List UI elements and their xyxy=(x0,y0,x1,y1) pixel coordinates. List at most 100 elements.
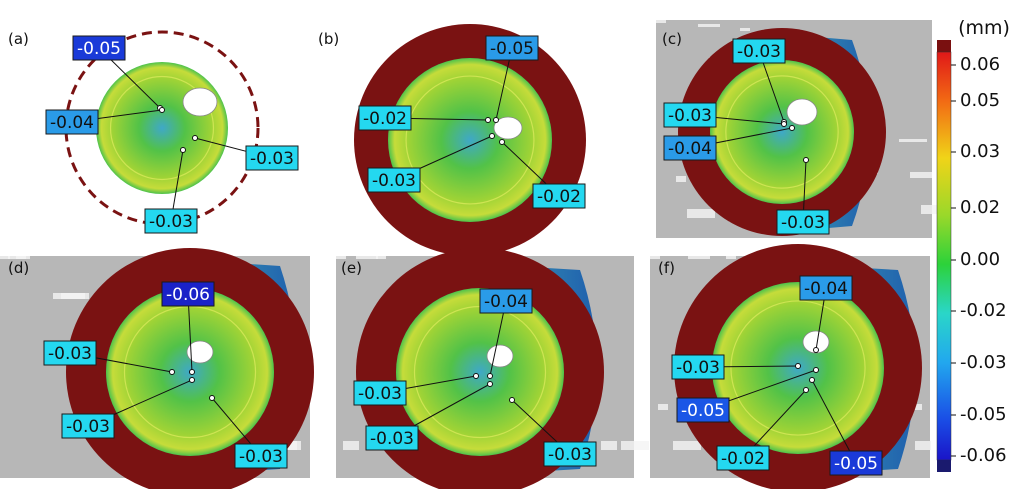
measurement-callout: -0.03 xyxy=(776,157,830,235)
scan-noise xyxy=(688,256,710,259)
measurement-point xyxy=(159,107,165,113)
callout-box xyxy=(72,35,126,61)
callout-value: -0.03 xyxy=(668,106,712,126)
scan-noise xyxy=(676,176,686,182)
measurement-callout: -0.02 xyxy=(358,105,491,131)
callout-value: -0.02 xyxy=(363,109,407,129)
callout-box xyxy=(234,443,288,469)
callout-box xyxy=(485,35,539,61)
panel-label: (c) xyxy=(662,30,682,48)
measurement-point xyxy=(789,125,795,131)
deviation-face xyxy=(96,62,228,194)
leader-line xyxy=(187,293,193,373)
callout-box xyxy=(61,413,115,439)
callout-box xyxy=(732,38,786,64)
callout-value: -0.03 xyxy=(676,358,720,378)
callout-box xyxy=(358,105,412,131)
measurement-point xyxy=(509,397,515,403)
colorbar-tick-label: 0.03 xyxy=(960,141,1000,162)
deviation-face xyxy=(396,288,564,456)
colorbar-tick-label: 0.00 xyxy=(960,249,1000,270)
colorbar-tick-label: 0.06 xyxy=(960,54,1000,75)
inner-ring-line xyxy=(730,300,866,436)
callout-value: -0.02 xyxy=(537,187,581,207)
callout-box xyxy=(365,425,419,451)
callout-value: -0.03 xyxy=(149,212,193,232)
measurement-point xyxy=(192,135,198,141)
callout-box xyxy=(543,441,597,467)
callout-value: -0.02 xyxy=(721,449,765,469)
measurement-callout: -0.05 xyxy=(676,367,819,423)
panel-a: (a) -0.05 -0.04 -0.03 -0.03 xyxy=(8,30,299,234)
colorbar-tick-label: -0.06 xyxy=(960,445,1007,466)
panel-b: (b) -0.05 -0.02 -0.03 -0.02 xyxy=(318,24,586,256)
scan-noise xyxy=(650,256,660,259)
colorbar-tick-label: 0.02 xyxy=(960,197,1000,218)
callout-box xyxy=(671,354,725,380)
measurement-point xyxy=(803,157,809,163)
scan-noise xyxy=(658,404,668,410)
scan-noise xyxy=(726,256,736,259)
callout-box xyxy=(43,340,97,366)
callout-box xyxy=(799,275,853,301)
callout-value: -0.03 xyxy=(781,213,825,233)
scan-noise xyxy=(740,28,750,31)
callout-value: -0.03 xyxy=(358,384,402,404)
deviation-face xyxy=(388,58,552,222)
callout-box xyxy=(367,167,421,193)
callout-value: -0.05 xyxy=(834,454,878,474)
bore-hole xyxy=(786,98,818,126)
callout-value: -0.04 xyxy=(50,113,94,133)
callout-value: -0.03 xyxy=(370,429,414,449)
callout-value: -0.03 xyxy=(66,417,110,437)
scan-noise xyxy=(0,256,10,259)
measurement-callout: -0.06 xyxy=(161,281,215,375)
measurement-point xyxy=(489,133,495,139)
panel-c: (c) -0.03 -0.03 -0.04 -0.03 xyxy=(656,20,937,238)
bore-hole xyxy=(182,87,218,117)
scan-noise xyxy=(899,139,927,142)
panel-label: (a) xyxy=(8,30,29,48)
measurement-callout: -0.03 xyxy=(671,354,801,380)
measurement-callout: -0.02 xyxy=(499,139,586,209)
callout-value: -0.03 xyxy=(372,171,416,191)
measurement-point xyxy=(499,139,505,145)
measurement-callout: -0.04 xyxy=(663,125,795,161)
colorbar-tick-label: -0.05 xyxy=(960,404,1007,425)
measurement-point xyxy=(487,373,493,379)
callout-value: -0.03 xyxy=(48,344,92,364)
colorbar-over-swatch xyxy=(937,40,951,52)
panel-label: (b) xyxy=(318,30,339,48)
callout-box xyxy=(676,397,730,423)
scan-noise xyxy=(16,256,26,259)
panel-f: (f) -0.04 -0.03 -0.05 -0.02 -0.05 xyxy=(650,244,931,489)
scan-noise xyxy=(698,24,720,27)
bore-hole xyxy=(493,116,523,140)
measurement-callout: -0.03 xyxy=(367,133,495,193)
colorbar-unit-label: (mm) xyxy=(958,17,1010,39)
measurement-callout: -0.04 xyxy=(479,288,533,379)
scan-noise xyxy=(601,441,617,450)
measurement-point xyxy=(485,117,491,123)
measurement-point xyxy=(813,367,819,373)
measurement-point xyxy=(169,369,175,375)
measurement-point xyxy=(189,369,195,375)
callout-value: -0.04 xyxy=(484,292,528,312)
callout-value: -0.03 xyxy=(548,445,592,465)
inner-ring-line xyxy=(405,75,535,205)
panel-label: (e) xyxy=(341,259,362,277)
measurement-point xyxy=(189,377,195,383)
colorbar-tick-label: 0.05 xyxy=(960,90,1000,111)
callout-box xyxy=(776,209,830,235)
measurement-callout: -0.03 xyxy=(209,395,288,469)
measurement-callout: -0.03 xyxy=(61,377,195,439)
measurement-callout: -0.05 xyxy=(485,35,539,123)
scan-noise xyxy=(621,441,649,450)
bore-hole xyxy=(186,340,214,364)
callout-box xyxy=(829,450,883,476)
measurement-callout: -0.03 xyxy=(663,102,787,128)
scan-noise xyxy=(687,209,715,218)
callout-box xyxy=(479,288,533,314)
colorbar-under-swatch xyxy=(937,460,951,472)
